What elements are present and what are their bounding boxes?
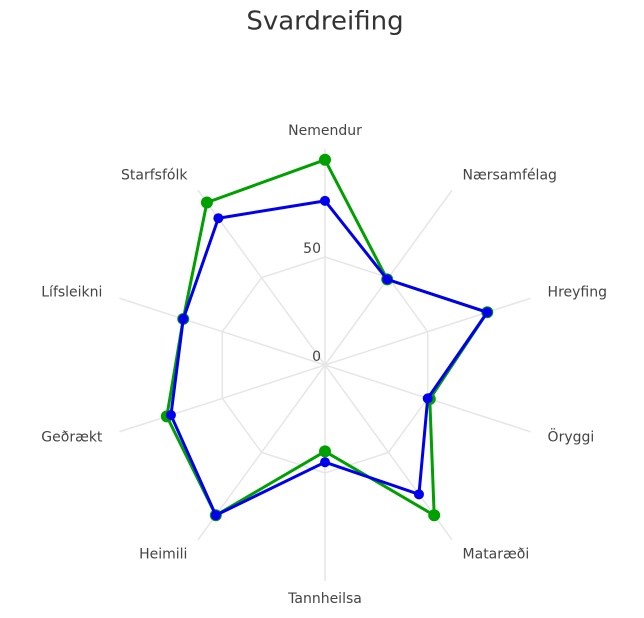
point bbox=[213, 213, 224, 224]
spoke bbox=[119, 364, 326, 433]
point bbox=[178, 313, 189, 324]
chart-title: Svardreifing bbox=[246, 7, 403, 37]
point bbox=[165, 410, 176, 421]
point bbox=[210, 510, 221, 521]
axis-label: Tannheilsa bbox=[287, 591, 362, 607]
spoke bbox=[324, 297, 531, 366]
axis-label: Nærsamfélag bbox=[463, 168, 557, 184]
axis-label: Starfsfólk bbox=[121, 168, 188, 184]
point bbox=[319, 445, 331, 458]
point bbox=[320, 195, 330, 206]
point bbox=[382, 274, 393, 285]
point bbox=[428, 509, 441, 522]
series-line bbox=[169, 199, 489, 517]
axis-label: Geðrækt bbox=[41, 429, 103, 445]
axis-label: Hreyfing bbox=[548, 285, 607, 301]
axis-label: Lífsleikni bbox=[41, 285, 102, 301]
point bbox=[200, 196, 213, 209]
point bbox=[422, 393, 433, 404]
axis-label: Mataræði bbox=[463, 546, 530, 562]
tick-label: 0 bbox=[312, 349, 321, 365]
point bbox=[482, 307, 493, 318]
point bbox=[319, 153, 331, 166]
point bbox=[320, 457, 330, 468]
axis-label: Heimili bbox=[139, 546, 187, 562]
axis-label: Öryggi bbox=[548, 427, 595, 445]
tick-label: 50 bbox=[303, 241, 321, 257]
spoke bbox=[119, 297, 326, 366]
axis-label: Nemendur bbox=[288, 123, 362, 139]
point bbox=[413, 489, 424, 500]
